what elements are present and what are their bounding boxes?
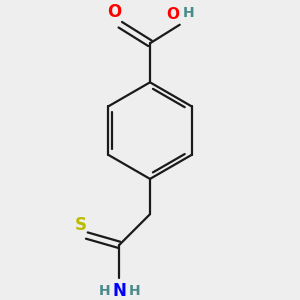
Text: H: H (128, 284, 140, 298)
Text: H: H (182, 6, 194, 20)
Text: S: S (74, 216, 86, 234)
Text: O: O (108, 3, 122, 21)
Text: N: N (112, 282, 126, 300)
Text: H: H (99, 284, 110, 298)
Text: O: O (166, 7, 179, 22)
